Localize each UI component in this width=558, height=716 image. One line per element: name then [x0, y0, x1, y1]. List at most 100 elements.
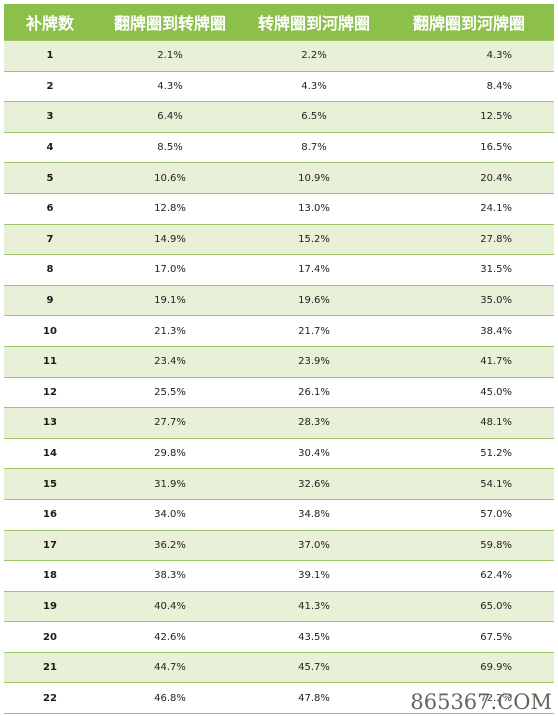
flop-to-river-cell: 27.8%	[384, 223, 554, 255]
outs-cell: 3	[4, 101, 96, 133]
turn-to-river-cell: 8.7%	[244, 131, 384, 163]
table-row: 17 36.2% 37.0% 59.8%	[4, 529, 554, 561]
header-flop-to-turn: 翻牌圈到转牌圈	[96, 4, 244, 41]
table-row: 3 6.4% 6.5% 12.5%	[4, 101, 554, 133]
outs-probability-table: 补牌数 翻牌圈到转牌圈 转牌圈到河牌圈 翻牌圈到河牌圈 1 2.1% 2.2% 4.3…	[4, 4, 554, 715]
header-row: 补牌数 翻牌圈到转牌圈 转牌圈到河牌圈 翻牌圈到河牌圈	[4, 4, 554, 41]
outs-cell: 6	[4, 192, 96, 225]
flop-to-river-cell: 48.1%	[384, 407, 554, 439]
flop-to-river-cell: 54.1%	[384, 468, 554, 500]
turn-to-river-cell: 19.6%	[244, 284, 384, 316]
table-row: 21 44.7% 45.7% 69.9%	[4, 651, 554, 683]
outs-cell: 15	[4, 468, 96, 500]
turn-to-river-cell: 45.7%	[244, 651, 384, 683]
turn-to-river-cell: 30.4%	[244, 437, 384, 469]
flop-to-turn-cell: 31.9%	[96, 468, 244, 500]
outs-cell: 16	[4, 498, 96, 530]
site-watermark: 865367.COM	[410, 690, 552, 714]
turn-to-river-cell: 26.1%	[244, 376, 384, 408]
turn-to-river-cell: 37.0%	[244, 529, 384, 561]
turn-to-river-cell: 21.7%	[244, 315, 384, 347]
flop-to-turn-cell: 29.8%	[96, 437, 244, 469]
flop-to-turn-cell: 23.4%	[96, 345, 244, 378]
turn-to-river-cell: 41.3%	[244, 590, 384, 622]
flop-to-turn-cell: 8.5%	[96, 131, 244, 163]
turn-to-river-cell: 13.0%	[244, 192, 384, 225]
flop-to-river-cell: 8.4%	[384, 70, 554, 102]
flop-to-turn-cell: 27.7%	[96, 407, 244, 439]
table-row: 13 27.7% 28.3% 48.1%	[4, 407, 554, 439]
table-row: 9 19.1% 19.6% 35.0%	[4, 284, 554, 316]
outs-cell: 5	[4, 162, 96, 194]
outs-cell: 13	[4, 407, 96, 439]
header-flop-to-river: 翻牌圈到河牌圈	[384, 4, 554, 41]
flop-to-river-cell: 31.5%	[384, 254, 554, 286]
flop-to-river-cell: 59.8%	[384, 529, 554, 561]
flop-to-river-cell: 69.9%	[384, 651, 554, 683]
outs-cell: 20	[4, 621, 96, 653]
outs-cell: 12	[4, 376, 96, 408]
flop-to-turn-cell: 2.1%	[96, 40, 244, 72]
flop-to-river-cell: 45.0%	[384, 376, 554, 408]
outs-cell: 1	[4, 40, 96, 72]
flop-to-turn-cell: 17.0%	[96, 254, 244, 286]
outs-cell: 21	[4, 651, 96, 683]
flop-to-turn-cell: 12.8%	[96, 192, 244, 225]
flop-to-turn-cell: 4.3%	[96, 70, 244, 102]
table-row: 15 31.9% 32.6% 54.1%	[4, 468, 554, 500]
flop-to-turn-cell: 40.4%	[96, 590, 244, 622]
turn-to-river-cell: 6.5%	[244, 101, 384, 133]
outs-cell: 17	[4, 529, 96, 561]
flop-to-river-cell: 4.3%	[384, 40, 554, 72]
table-row: 12 25.5% 26.1% 45.0%	[4, 376, 554, 408]
table-row: 1 2.1% 2.2% 4.3%	[4, 40, 554, 72]
outs-cell: 4	[4, 131, 96, 163]
flop-to-turn-cell: 42.6%	[96, 621, 244, 653]
turn-to-river-cell: 43.5%	[244, 621, 384, 653]
flop-to-river-cell: 16.5%	[384, 131, 554, 163]
turn-to-river-cell: 17.4%	[244, 254, 384, 286]
flop-to-turn-cell: 6.4%	[96, 101, 244, 133]
table-row: 10 21.3% 21.7% 38.4%	[4, 315, 554, 347]
turn-to-river-cell: 2.2%	[244, 40, 384, 72]
flop-to-turn-cell: 34.0%	[96, 498, 244, 530]
flop-to-river-cell: 12.5%	[384, 101, 554, 133]
flop-to-river-cell: 65.0%	[384, 590, 554, 622]
header-turn-to-river: 转牌圈到河牌圈	[244, 4, 384, 41]
table-row: 14 29.8% 30.4% 51.2%	[4, 437, 554, 469]
outs-cell: 10	[4, 315, 96, 347]
flop-to-river-cell: 20.4%	[384, 162, 554, 194]
table-row: 8 17.0% 17.4% 31.5%	[4, 254, 554, 286]
flop-to-river-cell: 41.7%	[384, 345, 554, 378]
table-row: 7 14.9% 15.2% 27.8%	[4, 223, 554, 255]
outs-cell: 2	[4, 70, 96, 102]
turn-to-river-cell: 47.8%	[244, 682, 384, 715]
outs-cell: 22	[4, 682, 96, 715]
turn-to-river-cell: 34.8%	[244, 498, 384, 530]
turn-to-river-cell: 23.9%	[244, 345, 384, 378]
table-row: 11 23.4% 23.9% 41.7%	[4, 345, 554, 378]
table-row: 20 42.6% 43.5% 67.5%	[4, 621, 554, 653]
flop-to-turn-cell: 38.3%	[96, 560, 244, 592]
flop-to-turn-cell: 46.8%	[96, 682, 244, 715]
outs-cell: 18	[4, 560, 96, 592]
flop-to-turn-cell: 44.7%	[96, 651, 244, 683]
header-outs: 补牌数	[4, 4, 96, 41]
table-row: 6 12.8% 13.0% 24.1%	[4, 192, 554, 225]
table-row: 16 34.0% 34.8% 57.0%	[4, 498, 554, 530]
flop-to-turn-cell: 10.6%	[96, 162, 244, 194]
flop-to-river-cell: 35.0%	[384, 284, 554, 316]
table-row: 22 46.8% 47.8% 72.2%	[4, 682, 554, 715]
turn-to-river-cell: 39.1%	[244, 560, 384, 592]
table-header: 补牌数 翻牌圈到转牌圈 转牌圈到河牌圈 翻牌圈到河牌圈	[4, 4, 554, 41]
table-row: 2 4.3% 4.3% 8.4%	[4, 70, 554, 102]
flop-to-turn-cell: 21.3%	[96, 315, 244, 347]
flop-to-turn-cell: 25.5%	[96, 376, 244, 408]
flop-to-river-cell: 72.2%	[384, 682, 554, 715]
turn-to-river-cell: 28.3%	[244, 407, 384, 439]
flop-to-river-cell: 62.4%	[384, 560, 554, 592]
outs-cell: 14	[4, 437, 96, 469]
table-row: 19 40.4% 41.3% 65.0%	[4, 590, 554, 622]
turn-to-river-cell: 10.9%	[244, 162, 384, 194]
table-row: 18 38.3% 39.1% 62.4%	[4, 560, 554, 592]
